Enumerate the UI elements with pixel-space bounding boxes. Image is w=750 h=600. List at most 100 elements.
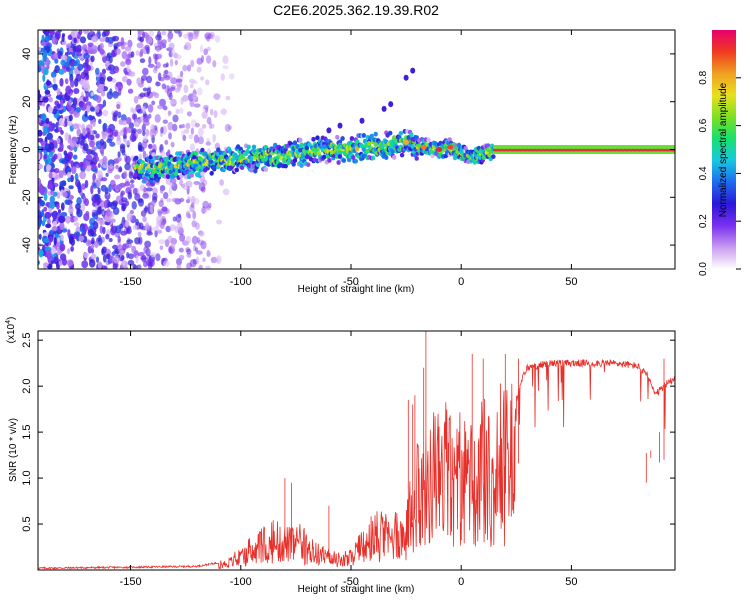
spectrogram-point [120,61,126,67]
spectrogram-point [45,164,51,173]
spectrogram-point [132,187,138,195]
spectrogram-point [165,174,171,180]
y-tick-label: 1.0 [21,470,33,485]
spectrogram-point [142,150,147,159]
spectrogram-point [101,248,105,256]
spectrogram-point [335,134,340,140]
spectrogram-point [202,257,206,263]
spectrogram-point [140,210,147,217]
spectrogram-point [155,81,161,87]
spectrogram-point [142,130,146,136]
spectrogram-point [92,182,97,189]
spectrogram-point [179,177,183,185]
spectrogram-point [414,156,419,161]
spectrogram-point [58,109,63,114]
spectrogram-point [142,216,147,223]
spectrogram-point [45,249,52,259]
spectrogram-point [139,92,146,98]
spectrogram-point [38,163,44,170]
spectrogram-point [215,255,222,264]
spectrogram-point [146,187,153,192]
spectrogram-point [59,221,65,231]
spectrogram-point [182,94,189,102]
spectrogram-point [142,135,148,142]
spectrogram-point [92,221,99,230]
spectrogram-point [38,137,44,143]
bottom-x-axis-label: Height of straight line (km) [298,584,415,595]
spectrogram-point [210,108,214,116]
spectrogram-point [66,248,71,255]
spectrogram-point [124,200,129,207]
x-tick-label: 50 [565,276,577,288]
spectrogram-point [111,251,116,256]
top-x-ticks: -150 -100 -50 0 50 [120,30,578,288]
spectrogram-point [43,232,49,237]
y-multiplier-close: ) [6,317,17,320]
spectrogram-point [178,247,184,253]
spectrogram-point [58,68,65,75]
spectrogram-point [172,123,178,132]
spectrogram-point [51,156,56,163]
spectrogram-point [179,124,183,129]
spectrogram-point [75,48,82,53]
spectrogram-point [175,214,182,223]
spectrogram-point [336,160,341,165]
spectrogram-point [116,184,123,190]
spectrogram-point [143,186,147,193]
spectrogram-point [138,51,143,58]
spectrogram-point [109,70,116,75]
spectrogram-point [102,55,108,63]
spectrogram-point [51,108,58,115]
spectrogram-point [188,160,193,166]
spectrogram-point [82,223,88,233]
spectrogram-point [220,73,225,81]
spectrogram-point [69,140,77,148]
spectrogram-point [202,123,207,129]
spectrogram-point [136,128,142,134]
colorbar-tick-label: 0.8 [698,70,709,84]
spectrogram-point [44,35,51,42]
spectrogram-point [197,237,200,244]
spectrogram-point [410,67,416,74]
spectrogram-point [94,156,100,163]
spectrogram-point [110,201,117,210]
spectrogram-point [47,183,54,190]
spectrogram-point [91,248,94,254]
spectrogram-point [43,238,50,243]
spectrogram-point [114,261,119,269]
spectrogram-point [120,190,125,196]
x-tick-label: 0 [458,576,464,588]
spectrogram-point [90,92,94,97]
spectrogram-point [426,137,431,143]
spectrogram-point [135,218,139,226]
spectrogram-point [214,35,221,43]
spectrogram-point [114,174,121,180]
spectrogram-point [156,46,160,53]
spectrogram-point [113,45,117,51]
spectrogram-point [166,88,173,98]
spectrogram-point [186,111,192,117]
spectrogram-point [152,226,159,232]
spectrogram-point [189,99,195,108]
spectrogram-point [38,177,42,186]
spectrogram-point [46,80,52,86]
spectrogram-point [162,63,168,68]
y-multiplier-base: (x10 [6,323,17,343]
spectrogram-point [307,142,312,148]
spectrogram-point [61,33,66,38]
spectrogram-point [124,162,131,171]
spectrogram-point [115,164,119,170]
spectrogram-point [59,180,67,187]
spectrogram-point [134,193,141,201]
spectrogram-point [38,118,42,123]
spectrogram-point [72,123,79,130]
spectrogram-point [69,203,73,210]
spectrogram-point [38,104,41,111]
spectrogram-point [85,101,92,107]
spectrogram-point [52,83,58,91]
spectrogram-point [133,95,139,104]
spectrogram-point [124,71,129,76]
colorbar-gradient [712,30,736,269]
spectrogram-point [206,137,210,143]
